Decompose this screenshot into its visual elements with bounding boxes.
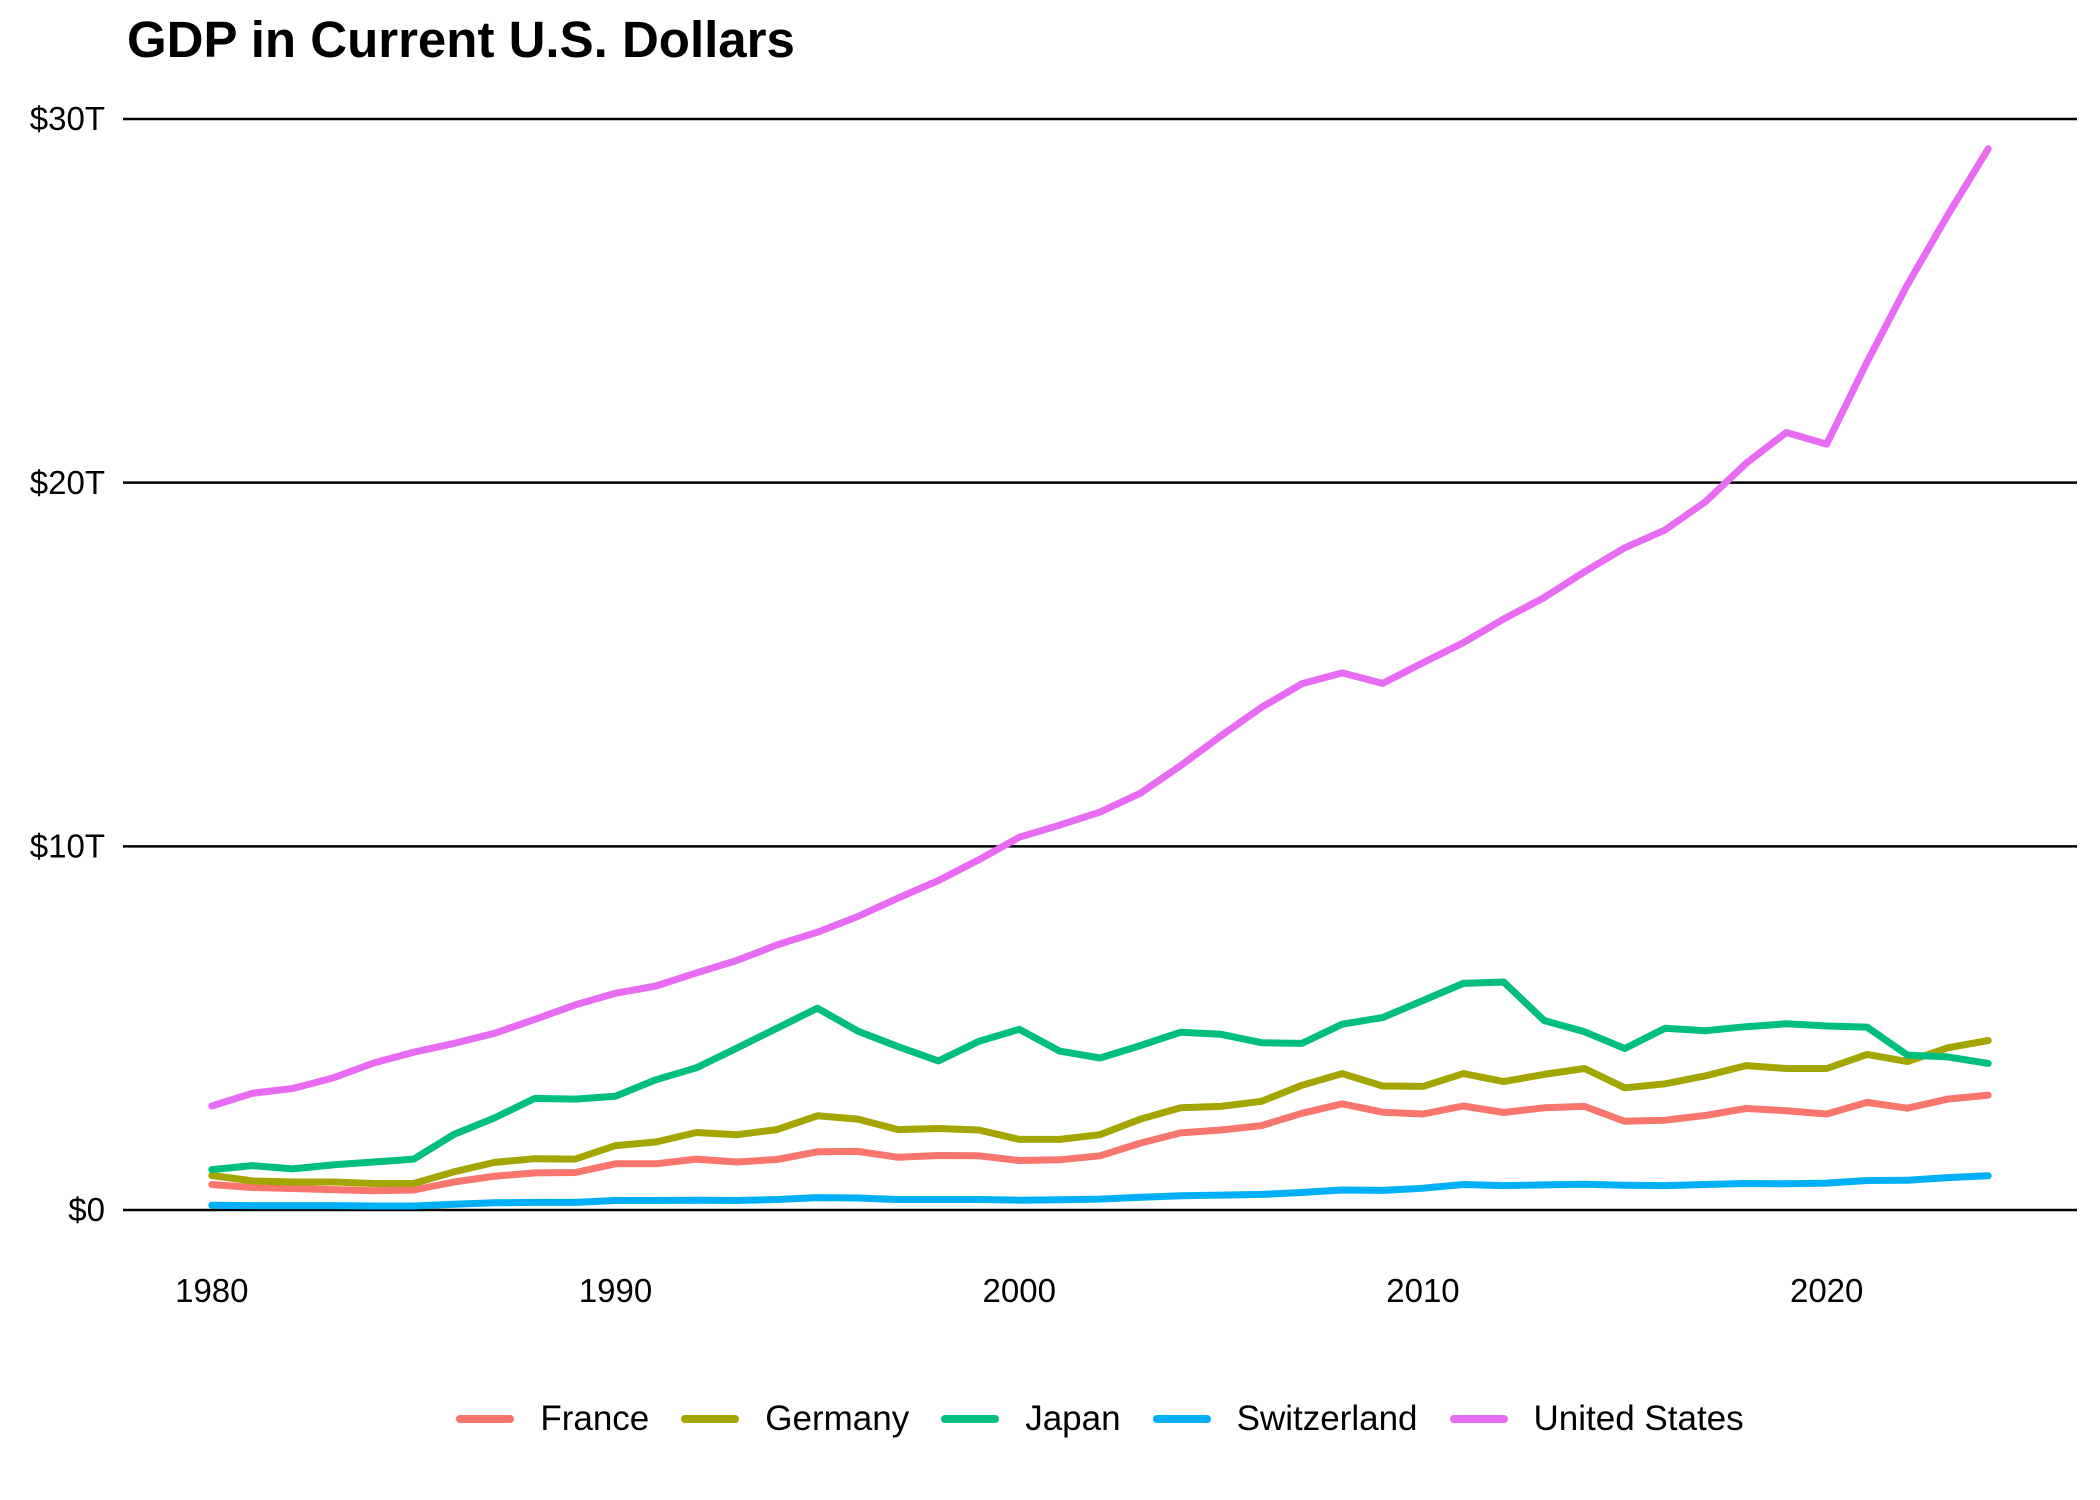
legend-item-japan: Japan	[941, 1399, 1121, 1439]
legend-swatch-france	[456, 1415, 515, 1423]
y-tick-label-30t: $30T	[30, 100, 105, 137]
chart-title: GDP in Current U.S. Dollars	[127, 11, 795, 68]
series-line-united-states	[208, 145, 1992, 1110]
series-line-japan	[208, 978, 1992, 1174]
legend-swatch-switzerland	[1152, 1415, 1211, 1423]
x-tick-label-1980: 1980	[175, 1272, 248, 1309]
legend-label-switzerland: Switzerland	[1236, 1399, 1418, 1438]
legend: France Germany Japan Switzerland United …	[123, 1394, 2077, 1444]
legend-item-france: France	[456, 1399, 649, 1439]
y-tick-label-10t: $10T	[30, 828, 105, 865]
series-line-switzerland	[208, 1172, 1992, 1210]
legend-label-japan: Japan	[1025, 1399, 1121, 1438]
y-tick-label-0: $0	[68, 1191, 105, 1228]
legend-swatch-japan	[941, 1415, 1000, 1423]
series-line-germany	[208, 1037, 1992, 1187]
legend-item-united-states: United States	[1449, 1399, 1744, 1439]
legend-label-united-states: United States	[1533, 1399, 1744, 1438]
legend-swatch-united-states	[1449, 1415, 1508, 1423]
legend-item-switzerland: Switzerland	[1152, 1399, 1418, 1439]
x-tick-label-2010: 2010	[1386, 1272, 1459, 1309]
y-tick-label-20t: $20T	[30, 464, 105, 501]
x-tick-label-2020: 2020	[1790, 1272, 1863, 1309]
series-line-france	[208, 1091, 1992, 1195]
legend-label-germany: Germany	[765, 1399, 910, 1438]
legend-swatch-germany	[681, 1415, 740, 1423]
legend-item-germany: Germany	[681, 1399, 909, 1439]
x-tick-label-1990: 1990	[579, 1272, 652, 1309]
legend-label-france: France	[540, 1399, 650, 1438]
x-tick-label-2000: 2000	[983, 1272, 1056, 1309]
